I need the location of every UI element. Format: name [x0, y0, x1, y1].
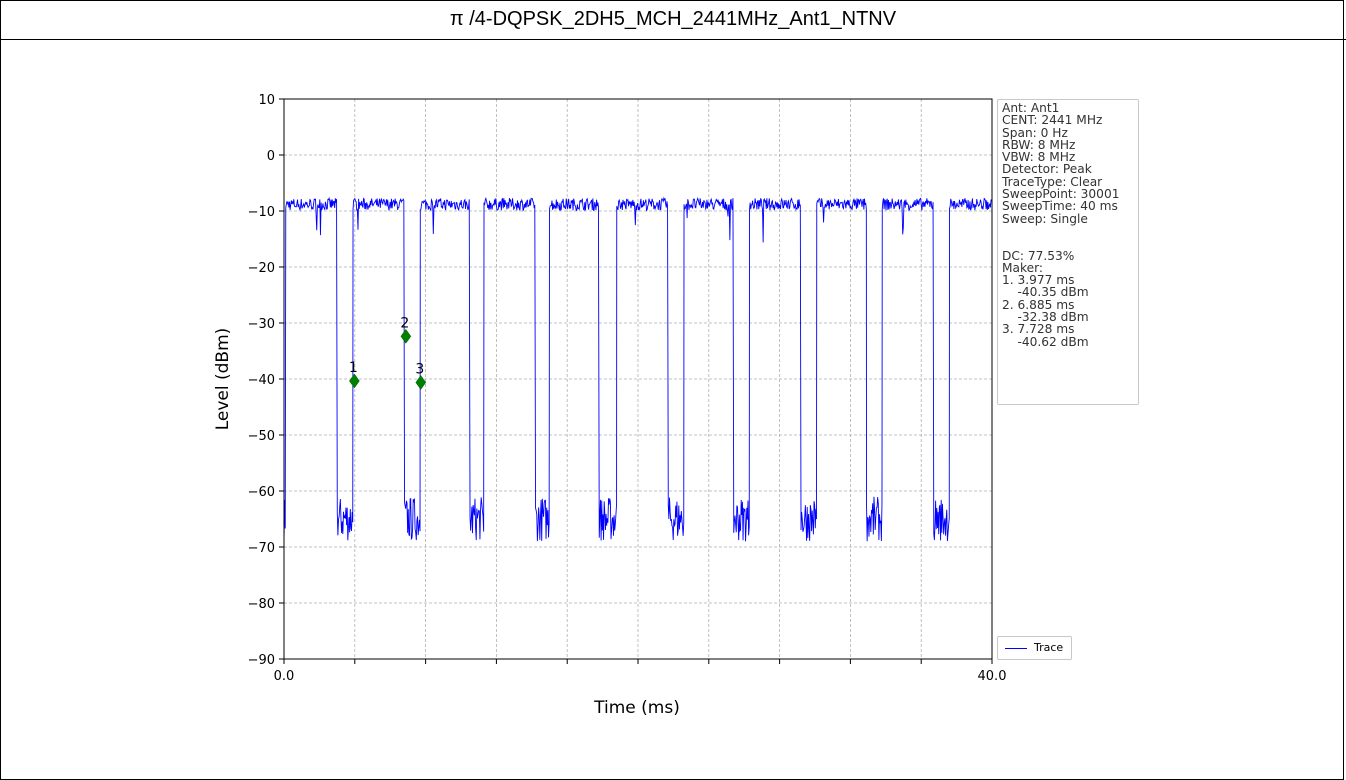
info-line: 1. 3.977 ms — [1002, 273, 1075, 288]
info-line: VBW: 8 MHz — [1002, 150, 1076, 165]
x-axis-label: Time (ms) — [593, 698, 680, 718]
info-line: Maker: — [1002, 260, 1044, 275]
y-tick-label: −70 — [248, 541, 275, 556]
info-line: -40.35 dBm — [1002, 285, 1089, 300]
y-tick-label: −60 — [248, 485, 275, 500]
legend-label: Trace — [1034, 641, 1064, 654]
marker-label: 2 — [400, 315, 409, 331]
trace-line — [283, 196, 992, 542]
info-line: SweepPoint: 30001 — [1002, 187, 1120, 202]
y-axis-label: Level (dBm) — [213, 328, 233, 431]
y-ticks: 10 0 −10 −20 −30 −40 −50 −60 −70 −80 −90 — [248, 93, 284, 668]
x-tick-label: 40.0 — [978, 669, 1007, 684]
y-tick-label: 10 — [258, 93, 275, 108]
info-line: RBW: 8 MHz — [1002, 137, 1076, 152]
marker-point — [415, 375, 427, 390]
info-line: Detector: Peak — [1002, 162, 1092, 177]
info-line: 3. 7.728 ms — [1002, 322, 1075, 337]
page-title: π /4-DQPSK_2DH5_MCH_2441MHz_Ant1_NTNV — [0, 0, 1346, 40]
y-tick-label: 0 — [267, 149, 275, 164]
info-line: CENT: 2441 MHz — [1002, 113, 1103, 128]
y-tick-label: −10 — [248, 205, 275, 220]
trace-series — [283, 196, 992, 542]
info-line: Sweep: Single — [1002, 211, 1088, 226]
marker-label: 1 — [349, 360, 358, 376]
y-tick-label: −20 — [248, 261, 275, 276]
marker-point — [349, 373, 360, 389]
info-line: Ant: Ant1 — [1002, 101, 1060, 115]
info-line: SweepTime: 40 ms — [1002, 199, 1118, 214]
info-line — [1002, 225, 1134, 237]
legend: Trace — [997, 636, 1072, 660]
x-ticks: 0.0 40.0 — [274, 659, 1007, 684]
marker-label: 3 — [415, 361, 424, 377]
info-line: -32.38 dBm — [1002, 310, 1089, 325]
legend-line — [1005, 648, 1027, 649]
y-tick-label: −80 — [248, 597, 275, 612]
marker-point — [400, 328, 412, 344]
info-line: -40.62 dBm — [1002, 334, 1089, 349]
info-line: 2. 6.885 ms — [1002, 297, 1075, 312]
x-tick-label: 0.0 — [274, 669, 295, 684]
info-box: Ant: Ant1 CENT: 2441 MHz Span: 0 Hz RBW: 8 … — [997, 99, 1139, 405]
markers: 1 2 3 — [349, 315, 427, 390]
info-line — [1002, 237, 1134, 249]
y-tick-label: −50 — [248, 429, 275, 444]
y-tick-label: −40 — [248, 373, 275, 388]
y-tick-label: −90 — [248, 653, 275, 668]
grid — [283, 98, 993, 660]
y-tick-label: −30 — [248, 317, 275, 332]
info-line: TraceType: Clear — [1002, 174, 1103, 189]
info-line: Span: 0 Hz — [1002, 125, 1068, 140]
info-line: DC: 77.53% — [1002, 248, 1075, 263]
